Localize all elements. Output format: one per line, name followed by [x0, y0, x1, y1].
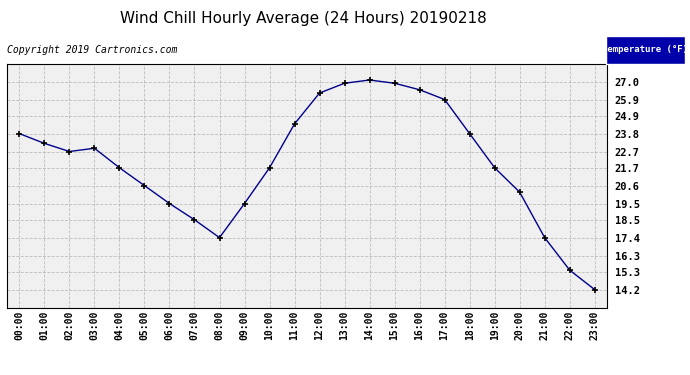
Text: Wind Chill Hourly Average (24 Hours) 20190218: Wind Chill Hourly Average (24 Hours) 201… [120, 11, 487, 26]
Text: Copyright 2019 Cartronics.com: Copyright 2019 Cartronics.com [7, 45, 177, 55]
Text: Temperature (°F): Temperature (°F) [602, 45, 689, 54]
